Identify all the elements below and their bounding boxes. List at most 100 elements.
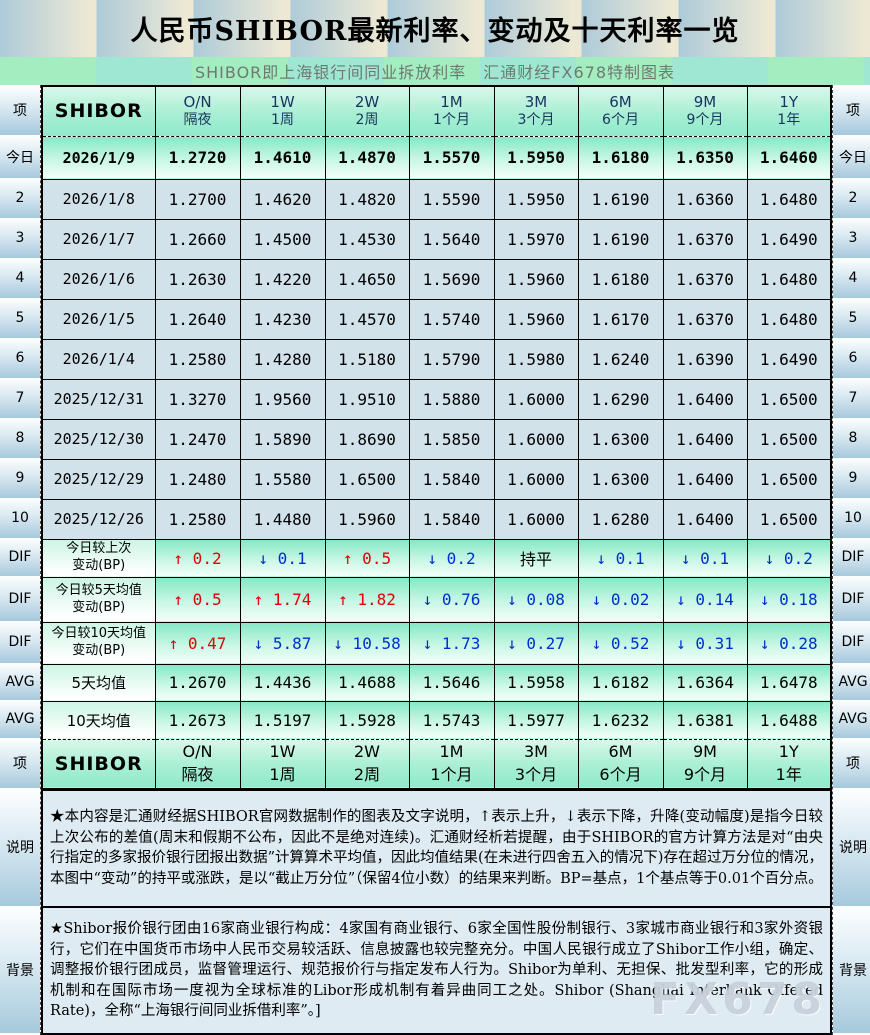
side-label: 2 bbox=[0, 178, 40, 218]
down-arrow-icon: ↓ bbox=[759, 590, 770, 609]
col-header: 2W 2周 bbox=[324, 738, 410, 791]
title-band: 人民币SHIBOR最新利率、变动及十天利率一览 bbox=[0, 0, 870, 57]
dif-cell: ↓ 0.2 bbox=[746, 538, 832, 578]
page-subtitle: SHIBOR即上海银行间同业拆放利率 汇通财经FX678特制图表 bbox=[194, 63, 676, 82]
rate-cell: 1.5980 bbox=[493, 338, 579, 380]
side-label: DIF bbox=[0, 621, 40, 663]
col-header: 1W 1周 bbox=[239, 85, 326, 137]
down-arrow-icon: ↓ bbox=[676, 590, 686, 609]
rate-cell: 1.6490 bbox=[746, 218, 832, 260]
rate-cell: 1.6350 bbox=[662, 135, 748, 180]
shibor-rates-table: SHIBOR O/N 隔夜 1W 1周 2W 2周 1M 1个月 3M 3个月 6M 6个月 9M 9个月 1… bbox=[41, 85, 832, 1035]
rate-cell: 1.6460 bbox=[746, 135, 832, 180]
rate-cell: 1.5970 bbox=[493, 218, 579, 260]
note-text: ★Shibor报价银行团由16家商业银行构成：4家国有商业银行、6家全国性股份制… bbox=[50, 921, 823, 1020]
rate-cell: 1.5740 bbox=[408, 298, 495, 340]
side-label: AVG bbox=[833, 663, 870, 700]
down-arrow-icon: ↓ bbox=[427, 548, 438, 568]
dif-cell: ↓ 1.73 bbox=[408, 621, 495, 665]
flat-value: 持平 bbox=[519, 550, 552, 569]
rate-cell: 1.6180 bbox=[577, 258, 664, 300]
dif-cell: ↓ 0.1 bbox=[239, 538, 326, 578]
col-header: 6M 6个月 bbox=[577, 738, 664, 791]
side-label: AVG bbox=[0, 663, 40, 700]
col-header: O/N 隔夜 bbox=[154, 85, 241, 137]
side-label: 项 bbox=[833, 85, 870, 135]
side-label: 背景 bbox=[0, 906, 40, 1033]
rate-cell: 1.4650 bbox=[324, 258, 410, 300]
avg-cell: 1.6232 bbox=[577, 700, 664, 740]
rate-cell: 1.6000 bbox=[493, 458, 579, 500]
rate-cell: 1.6300 bbox=[577, 458, 664, 500]
date-cell: 2026/1/6 bbox=[41, 258, 156, 300]
col-header: 1M 1个月 bbox=[408, 85, 495, 137]
side-label: 9 bbox=[0, 458, 40, 498]
dif-cell: ↓ 10.58 bbox=[324, 621, 410, 665]
side-label: 6 bbox=[833, 338, 870, 378]
side-label: 今日 bbox=[833, 135, 870, 178]
avg-row-label: 10天均值 bbox=[41, 700, 156, 740]
rate-cell: 1.5880 bbox=[408, 378, 495, 420]
dif-cell: ↓ 0.18 bbox=[746, 576, 832, 623]
rate-cell: 1.4220 bbox=[239, 258, 326, 300]
rate-cell: 1.5180 bbox=[324, 338, 410, 380]
rate-cell: 1.4280 bbox=[239, 338, 326, 380]
side-label: 4 bbox=[833, 258, 870, 298]
dif-cell: ↑ 0.47 bbox=[154, 621, 241, 665]
rate-cell: 1.5570 bbox=[408, 135, 495, 180]
side-label: 3 bbox=[0, 218, 40, 258]
dif-cell: ↑ 0.5 bbox=[154, 576, 241, 623]
dif-cell: ↓ 0.31 bbox=[662, 621, 748, 665]
side-label: 7 bbox=[0, 378, 40, 418]
up-arrow-icon: ↑ bbox=[338, 590, 348, 609]
down-arrow-icon: ↓ bbox=[333, 633, 343, 653]
rate-cell: 1.6400 bbox=[662, 498, 748, 540]
up-arrow-icon: ↑ bbox=[342, 548, 353, 568]
rate-cell: 1.6500 bbox=[324, 458, 410, 500]
rate-cell: 1.4500 bbox=[239, 218, 326, 260]
down-arrow-icon: ↓ bbox=[507, 590, 517, 609]
rate-cell: 1.6400 bbox=[662, 418, 748, 460]
note-cell-shuoming: ★本内容是汇通财经据SHIBOR官网数据制作的图表及文字说明，↑表示上升，↓表示… bbox=[41, 788, 832, 908]
side-label: 7 bbox=[833, 378, 870, 418]
dif-cell: ↓ 0.1 bbox=[662, 538, 748, 578]
side-label: 9 bbox=[833, 458, 870, 498]
rate-cell: 1.6000 bbox=[493, 378, 579, 420]
rate-cell: 1.2700 bbox=[154, 178, 241, 220]
rate-cell: 1.4820 bbox=[324, 178, 410, 220]
date-cell: 2026/1/5 bbox=[41, 298, 156, 340]
rate-cell: 1.3270 bbox=[154, 378, 241, 420]
avg-cell: 1.4688 bbox=[324, 663, 410, 702]
rate-cell: 1.6280 bbox=[577, 498, 664, 540]
date-cell: 2026/1/4 bbox=[41, 338, 156, 380]
dif-cell: ↑ 1.74 bbox=[239, 576, 326, 623]
rate-cell: 1.6500 bbox=[746, 378, 832, 420]
note-cell-beijing: ★Shibor报价银行团由16家商业银行构成：4家国有商业银行、6家全国性股份制… bbox=[41, 906, 832, 1035]
col-header: 1W 1周 bbox=[239, 738, 326, 791]
subtitle-band: SHIBOR即上海银行间同业拆放利率 汇通财经FX678特制图表 bbox=[0, 57, 870, 85]
col-header: 3M 3个月 bbox=[493, 738, 579, 791]
col-header: 6M 6个月 bbox=[577, 85, 664, 137]
avg-cell: 1.5646 bbox=[408, 663, 495, 702]
rate-cell: 1.6240 bbox=[577, 338, 664, 380]
side-label: 5 bbox=[0, 298, 40, 338]
rate-cell: 1.6480 bbox=[746, 298, 832, 340]
side-label: 4 bbox=[0, 258, 40, 298]
page-title: 人民币SHIBOR最新利率、变动及十天利率一览 bbox=[130, 16, 740, 47]
side-label: DIF bbox=[833, 538, 870, 576]
date-cell: 2026/1/9 bbox=[41, 135, 156, 180]
down-arrow-icon: ↓ bbox=[680, 548, 691, 568]
dif-cell: ↑ 0.2 bbox=[154, 538, 241, 578]
rate-cell: 1.5840 bbox=[408, 498, 495, 540]
rate-cell: 1.5950 bbox=[493, 135, 579, 180]
side-label: DIF bbox=[833, 621, 870, 663]
dif-cell: ↓ 0.76 bbox=[408, 576, 495, 623]
rate-cell: 1.4620 bbox=[239, 178, 326, 220]
rate-cell: 1.6000 bbox=[493, 498, 579, 540]
down-arrow-icon: ↓ bbox=[422, 590, 433, 609]
side-label: 10 bbox=[0, 498, 40, 538]
side-label: 5 bbox=[833, 298, 870, 338]
col-header: 1M 1个月 bbox=[408, 738, 495, 791]
rate-cell: 1.6480 bbox=[746, 258, 832, 300]
down-arrow-icon: ↓ bbox=[596, 548, 607, 568]
